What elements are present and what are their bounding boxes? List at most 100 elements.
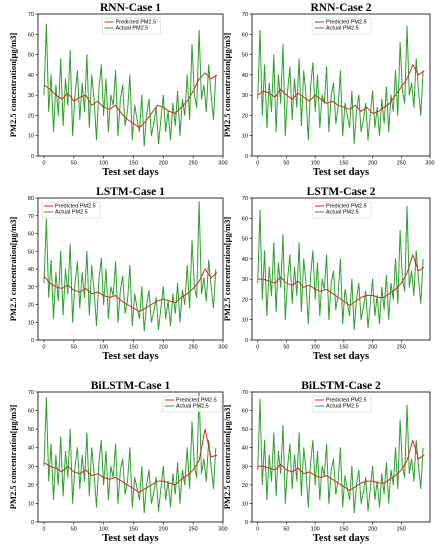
- y-axis-label: PM2.5 concentration[μg/m3]: [8, 405, 18, 510]
- x-tick-label: 100: [311, 161, 320, 167]
- legend-label: Actual PM2.5: [326, 210, 359, 216]
- x-tick-label: 100: [311, 345, 320, 351]
- y-tick-label: 10: [28, 134, 34, 140]
- x-tick-label: 250: [189, 345, 198, 351]
- legend-label: Predicted PM2.5: [55, 204, 96, 210]
- y-axis-label: PM2.5 concentration[μg/m3]: [8, 33, 18, 138]
- x-tick-label: 150: [129, 161, 138, 167]
- x-tick-label: 150: [129, 527, 138, 533]
- x-tick-label: 0: [42, 161, 45, 167]
- x-tick-label: 50: [283, 527, 289, 533]
- x-tick-label: 200: [159, 345, 168, 351]
- x-tick-label: 250: [397, 345, 406, 351]
- y-tick-label: 0: [245, 154, 248, 160]
- y-tick-label: 0: [31, 520, 34, 526]
- x-tick-label: 250: [397, 161, 406, 167]
- y-axis-label: PM2.5 concentration[μg/m3]: [222, 33, 232, 138]
- y-tick-label: 60: [28, 409, 34, 415]
- series-line-actual: [43, 23, 217, 147]
- chart-panel-2: 0 50 100 150 200 250 300 0 10 20 30 40 50 60 70 RNN-Cas…: [222, 2, 435, 178]
- x-tick-label: 50: [71, 527, 77, 533]
- y-axis-label: PM2.5 concentration[μg/m3]: [222, 217, 232, 322]
- x-tick-label: 0: [42, 527, 45, 533]
- y-tick-label: 0: [31, 338, 34, 344]
- y-tick-label: 10: [242, 501, 248, 507]
- y-tick-label: 70: [28, 390, 34, 396]
- x-tick-label: 50: [283, 345, 289, 351]
- chart-title: LSTM-Case 2: [307, 186, 376, 198]
- y-tick-label: 70: [242, 12, 248, 18]
- legend-label: Actual PM2.5: [55, 210, 88, 216]
- chart-title: LSTM-Case 1: [96, 186, 165, 198]
- chart-panel-3: 0 50 100 150 200 250 300 0 10 20 30 40 50 60 70 80 LSTM-…: [8, 186, 228, 362]
- y-tick-label: 30: [28, 464, 34, 470]
- x-axis-label: Test set days: [102, 351, 158, 362]
- y-tick-label: 10: [242, 134, 248, 140]
- y-tick-label: 70: [28, 12, 34, 18]
- x-axis-label: Test set days: [313, 167, 369, 178]
- series-line-actual: [257, 205, 424, 331]
- y-tick-label: 40: [242, 257, 248, 263]
- legend-label: Predicted PM2.5: [326, 204, 367, 210]
- y-tick-label: 70: [242, 390, 248, 396]
- chart-title: RNN-Case 1: [100, 2, 161, 14]
- legend-label: Predicted PM2.5: [326, 398, 367, 404]
- x-tick-label: 150: [129, 345, 138, 351]
- y-tick-label: 40: [242, 446, 248, 452]
- series-line-predicted: [43, 72, 218, 129]
- x-tick-label: 200: [368, 345, 377, 351]
- x-tick-label: 100: [99, 161, 108, 167]
- y-tick-label: 10: [28, 320, 34, 326]
- y-tick-label: 10: [242, 318, 248, 324]
- y-tick-label: 60: [242, 409, 248, 415]
- y-tick-label: 50: [242, 427, 248, 433]
- chart-panel-1: 0 50 100 150 200 250 300 0 10 20 30 40 50 60 70 RNN-Cas…: [8, 2, 228, 178]
- series-line-actual: [43, 201, 217, 332]
- y-tick-label: 40: [28, 446, 34, 452]
- x-tick-label: 0: [256, 345, 259, 351]
- x-axis-label: Test set days: [102, 167, 158, 178]
- y-tick-label: 30: [242, 93, 248, 99]
- legend-label: Actual PM2.5: [326, 404, 359, 410]
- y-tick-label: 0: [245, 338, 248, 344]
- legend-label: Actual PM2.5: [176, 404, 209, 410]
- x-axis-label: Test set days: [313, 351, 369, 362]
- series-line-actual: [257, 25, 424, 145]
- x-tick-label: 300: [218, 527, 227, 533]
- series-line-predicted: [43, 268, 218, 313]
- y-tick-label: 40: [28, 73, 34, 79]
- x-tick-label: 250: [189, 527, 198, 533]
- legend-box: [312, 395, 372, 413]
- x-tick-label: 100: [99, 345, 108, 351]
- y-tick-label: 30: [28, 285, 34, 291]
- x-tick-label: 300: [425, 161, 434, 167]
- legend-box: [162, 395, 222, 413]
- y-tick-label: 40: [242, 73, 248, 79]
- y-tick-label: 60: [28, 232, 34, 238]
- y-tick-label: 50: [242, 237, 248, 243]
- series-line-predicted: [43, 428, 218, 493]
- series-line-predicted: [257, 64, 425, 114]
- series-line-actual: [257, 398, 424, 514]
- legend-box: [312, 17, 372, 35]
- y-tick-label: 20: [242, 483, 248, 489]
- x-axis-label: Test set days: [313, 533, 369, 544]
- x-tick-label: 0: [256, 161, 259, 167]
- y-tick-label: 30: [28, 93, 34, 99]
- legend-label: Actual PM2.5: [326, 26, 359, 32]
- x-tick-label: 150: [339, 527, 348, 533]
- x-tick-label: 200: [159, 161, 168, 167]
- y-tick-label: 10: [28, 501, 34, 507]
- legend-label: Actual PM2.5: [116, 26, 149, 32]
- x-tick-label: 150: [339, 345, 348, 351]
- legend-label: Predicted PM2.5: [176, 398, 217, 404]
- y-tick-label: 60: [242, 216, 248, 222]
- y-tick-label: 20: [28, 303, 34, 309]
- y-tick-label: 50: [28, 249, 34, 255]
- legend-label: Predicted PM2.5: [326, 20, 367, 26]
- series-line-predicted: [257, 254, 425, 306]
